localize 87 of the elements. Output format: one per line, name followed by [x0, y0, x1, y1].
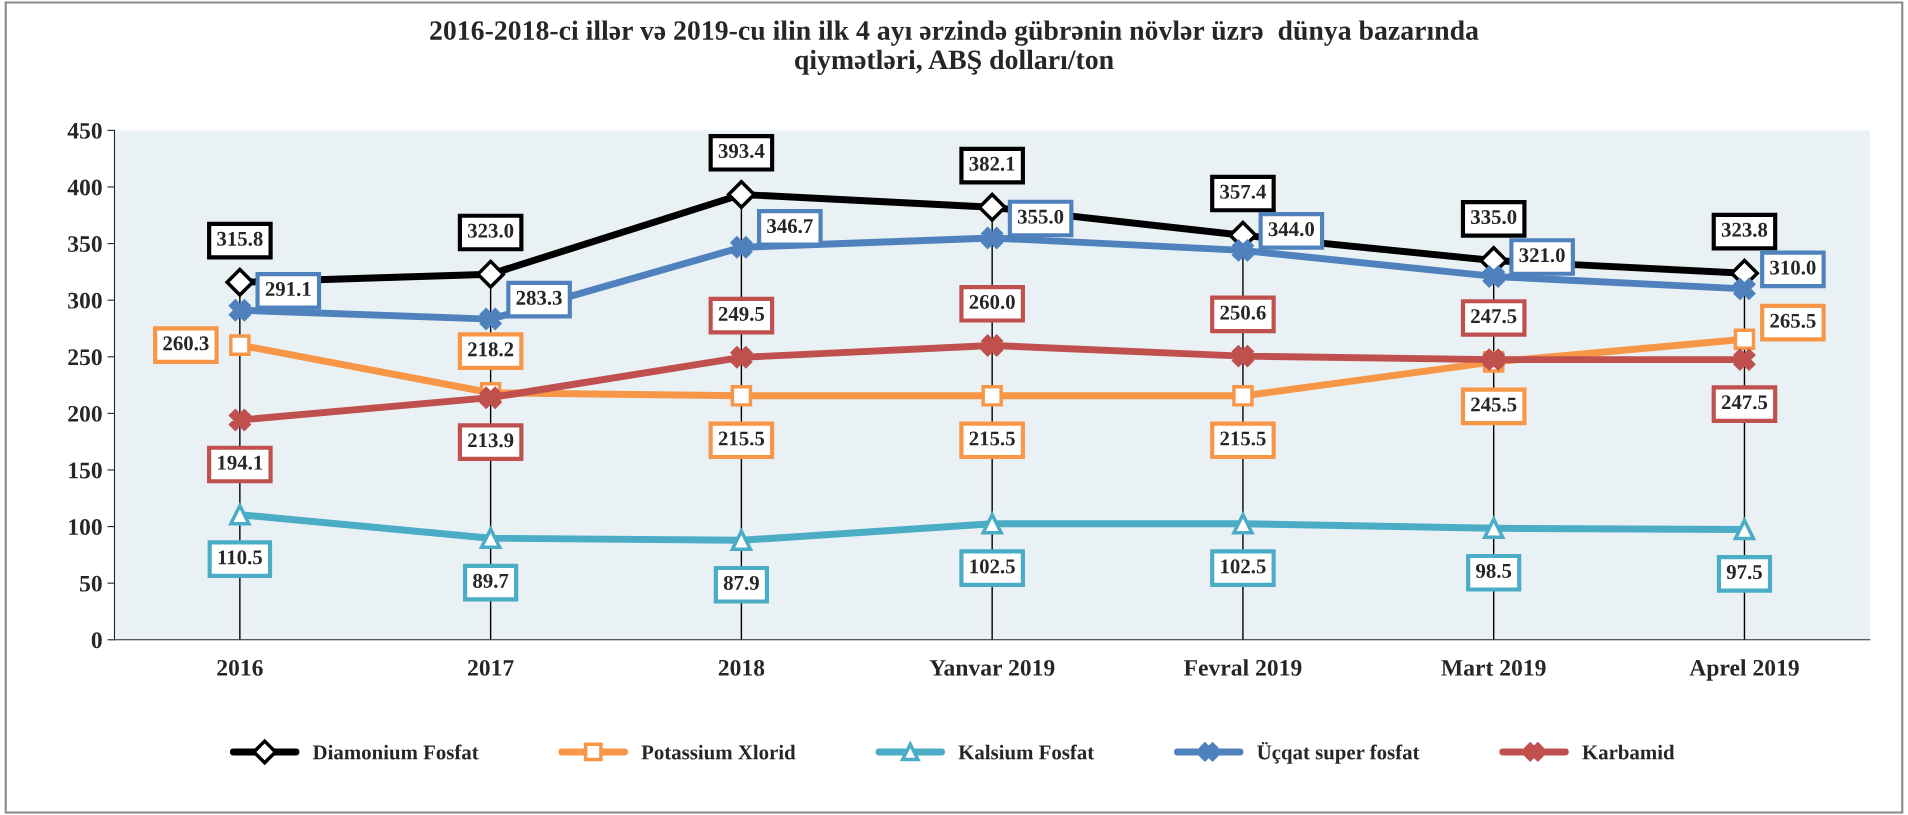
point: [1232, 512, 1254, 535]
point: [981, 385, 1003, 407]
point: [1733, 348, 1756, 371]
legend-label: Karbamid: [1582, 744, 1675, 760]
point: [1733, 328, 1756, 351]
data-label: 357.4: [1220, 184, 1266, 199]
data-label: 260.0: [969, 294, 1015, 310]
point: [981, 334, 1003, 357]
data-label: 98.5: [1476, 563, 1512, 579]
point: [726, 179, 756, 209]
data-label: 102.5: [1221, 559, 1266, 574]
point: [977, 192, 1007, 222]
data-label: 355.0: [1017, 209, 1064, 224]
point: [1482, 515, 1506, 540]
y-tick-label: 0: [91, 632, 102, 649]
point: [225, 267, 255, 297]
data-label: 247.5: [1471, 309, 1517, 324]
x-tick-label: Aprel 2019: [1689, 659, 1799, 681]
point: [229, 334, 251, 356]
data-label: 393.4: [718, 144, 765, 159]
chart-title: 2016-2018-ci illər və 2019-cu ilin ilk 4 ayı ərzində gübrənin növlər üzrə dünya bazarında qiymətləri, ABŞ dolları/ton: [430, 20, 1479, 75]
point: [730, 236, 753, 259]
y-tick-label: 300: [68, 292, 102, 309]
data-label: 315.8: [217, 231, 263, 246]
point: [1482, 265, 1505, 288]
y-tick-label: 400: [67, 179, 102, 196]
point: [479, 308, 502, 330]
data-label: 310.0: [1770, 260, 1816, 275]
x-tick-label: 2018: [718, 659, 765, 676]
data-label: 382.1: [969, 156, 1015, 171]
data-label: 89.7: [473, 573, 509, 588]
point: [229, 409, 251, 431]
data-label: 283.3: [516, 290, 562, 305]
data-label: 215.5: [718, 431, 765, 446]
point: [229, 503, 251, 526]
point: [981, 512, 1003, 535]
point: [479, 386, 502, 409]
data-label: 218.2: [468, 342, 514, 357]
legend-label: Potassium Xlorid: [641, 744, 796, 760]
point: [1733, 278, 1756, 300]
point: [229, 299, 251, 322]
data-label: 97.5: [1726, 565, 1762, 580]
point: [981, 227, 1003, 249]
data-label: 291.1: [265, 282, 311, 297]
data-label: 110.5: [218, 550, 262, 565]
x-tick-label: 2017: [468, 659, 514, 676]
y-tick-label: 150: [69, 462, 102, 479]
legend-label: Diamonium Fosfat: [312, 744, 479, 760]
legend-label: Kalsium Fosfat: [958, 744, 1095, 760]
data-label: 335.0: [1471, 210, 1517, 225]
point: [1732, 516, 1757, 541]
point: [476, 259, 506, 289]
point: [730, 346, 753, 369]
x-tick-label: Yanvar 2019: [929, 659, 1055, 676]
point: [479, 527, 502, 550]
x-tick-label: Fevral 2019: [1183, 659, 1302, 676]
data-label: 346.7: [767, 219, 813, 234]
x-tick-label: 2016: [217, 659, 263, 676]
x-tick-label: Mart 2019: [1441, 659, 1546, 676]
point: [1232, 345, 1254, 367]
y-tick-label: 450: [67, 122, 102, 139]
y-tick-label: 100: [69, 519, 102, 535]
y-tick-label: 250: [68, 349, 102, 366]
data-label: 215.5: [969, 431, 1015, 446]
data-label: 102.5: [970, 559, 1015, 574]
data-label: 213.9: [468, 433, 514, 448]
data-label: 321.0: [1519, 248, 1565, 263]
point: [729, 527, 754, 552]
point: [730, 385, 753, 407]
y-tick-label: 50: [80, 575, 102, 592]
point: [1232, 239, 1254, 262]
y-tick-label: 200: [68, 405, 102, 422]
data-label: 250.6: [1220, 305, 1266, 320]
data-label: 215.5: [1220, 431, 1266, 446]
data-label: 194.1: [218, 455, 263, 470]
data-label: 249.5: [718, 306, 765, 321]
data-label: 265.5: [1770, 313, 1816, 328]
data-label: 323.0: [467, 223, 514, 238]
point: [1232, 385, 1254, 407]
data-label: 247.5: [1721, 395, 1768, 410]
data-label: 260.3: [163, 336, 209, 351]
data-label: 323.8: [1721, 222, 1768, 237]
y-tick-label: 350: [68, 236, 102, 253]
data-label: 87.9: [723, 575, 759, 591]
data-label: 245.5: [1471, 397, 1517, 412]
data-label: 344.0: [1268, 222, 1315, 237]
legend-label: Üçqat super fosfat: [1257, 741, 1420, 764]
